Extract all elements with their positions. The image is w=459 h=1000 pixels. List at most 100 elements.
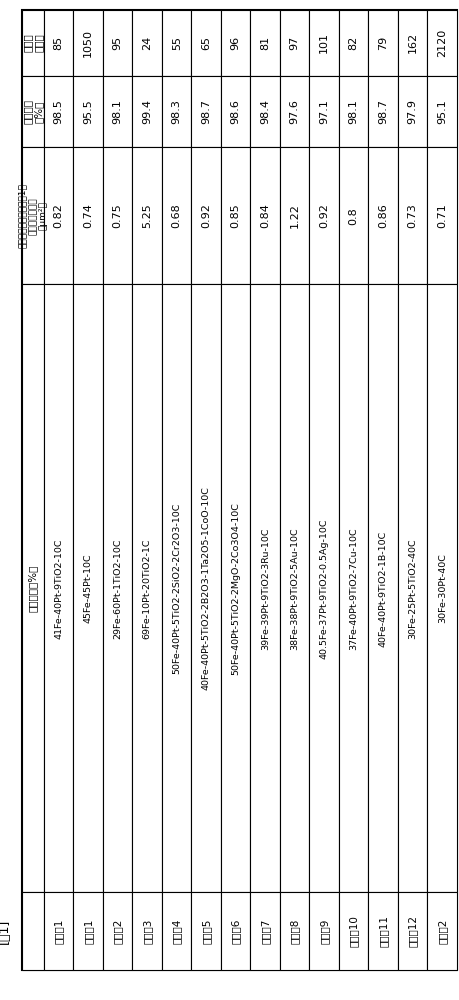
Bar [426, 892, 456, 970]
Bar [132, 147, 162, 284]
Bar [132, 10, 162, 76]
Text: 0.68: 0.68 [171, 203, 181, 228]
Text: 1050: 1050 [83, 29, 93, 57]
Text: 組成（磨尔%）: 組成（磨尔%） [28, 565, 38, 612]
Bar [338, 76, 368, 147]
Text: 0.92: 0.92 [201, 203, 211, 228]
Text: 99.4: 99.4 [142, 99, 152, 124]
Text: 実施例10: 実施例10 [348, 915, 358, 947]
Text: 0.8: 0.8 [348, 207, 358, 225]
Bar [191, 147, 220, 284]
Bar [162, 284, 191, 892]
Text: [表1]: [表1] [0, 919, 11, 944]
Text: 相対密度
（%）: 相対密度 （%） [22, 99, 44, 124]
Text: 実施例3: 実施例3 [142, 919, 152, 944]
Bar [280, 76, 309, 147]
Text: 実施例7: 実施例7 [260, 919, 270, 944]
Text: 粉粒数
（个）: 粉粒数 （个） [22, 33, 44, 52]
Bar [426, 10, 456, 76]
Text: 41Fe-40Pt-9TiO2-10C: 41Fe-40Pt-9TiO2-10C [54, 538, 63, 639]
Text: 合金相以外的部分的每1个
粒子的平均面积
（μm²）: 合金相以外的部分的每1个 粒子的平均面积 （μm²） [18, 183, 48, 248]
Bar [280, 147, 309, 284]
Text: 98.7: 98.7 [201, 99, 211, 124]
Text: 実施例12: 実施例12 [407, 915, 417, 947]
Bar [103, 76, 132, 147]
Bar [309, 284, 338, 892]
Text: 69Fe-10Pt-20TiO2-1C: 69Fe-10Pt-20TiO2-1C [142, 538, 151, 639]
Bar [191, 10, 220, 76]
Text: 0.74: 0.74 [83, 203, 93, 228]
Bar [162, 892, 191, 970]
Text: 実施例2: 実施例2 [112, 919, 123, 944]
Text: 45Fe-45Pt-10C: 45Fe-45Pt-10C [84, 554, 93, 623]
Bar [162, 76, 191, 147]
Bar [220, 284, 250, 892]
Text: 82: 82 [348, 36, 358, 50]
Text: 98.7: 98.7 [377, 99, 387, 124]
Bar [220, 10, 250, 76]
Text: 40Fe-40Pt-5TiO2-2B2O3-1Ta2O5-1CoO-10C: 40Fe-40Pt-5TiO2-2B2O3-1Ta2O5-1CoO-10C [202, 486, 210, 690]
Bar [280, 284, 309, 892]
Text: 37Fe-40Pt-9TiO2-7Cu-10C: 37Fe-40Pt-9TiO2-7Cu-10C [348, 527, 358, 650]
Text: 96: 96 [230, 36, 240, 50]
Text: 55: 55 [171, 36, 181, 50]
Text: 50Fe-40Pt-5TiO2-2MgO-2Co3O4-10C: 50Fe-40Pt-5TiO2-2MgO-2Co3O4-10C [231, 502, 240, 675]
Bar [309, 147, 338, 284]
Text: 39Fe-39Pt-9TiO2-3Ru-10C: 39Fe-39Pt-9TiO2-3Ru-10C [260, 527, 269, 650]
Text: 実施例4: 実施例4 [171, 919, 181, 944]
Text: 98.4: 98.4 [260, 99, 270, 124]
Bar [220, 147, 250, 284]
Bar [250, 147, 280, 284]
Bar [397, 284, 426, 892]
Text: 0.82: 0.82 [54, 203, 64, 228]
Text: 81: 81 [260, 36, 270, 50]
Bar [368, 892, 397, 970]
Text: 0.92: 0.92 [319, 203, 329, 228]
Bar [22, 284, 44, 892]
Text: 97: 97 [289, 36, 299, 50]
Bar [338, 147, 368, 284]
Text: 98.6: 98.6 [230, 99, 240, 124]
Text: 98.5: 98.5 [54, 99, 64, 124]
Text: 実施例6: 実施例6 [230, 919, 240, 944]
Bar [22, 10, 44, 76]
Text: 97.6: 97.6 [289, 99, 299, 124]
Bar [191, 284, 220, 892]
Text: 98.1: 98.1 [348, 99, 358, 124]
Bar [103, 147, 132, 284]
Bar [73, 76, 103, 147]
Text: 実施例11: 実施例11 [377, 915, 387, 947]
Bar [338, 892, 368, 970]
Bar [22, 76, 44, 147]
Text: 95: 95 [112, 36, 123, 50]
Text: 実施例9: 実施例9 [319, 919, 329, 944]
Bar [309, 76, 338, 147]
Bar [397, 892, 426, 970]
Bar [250, 284, 280, 892]
Text: 0.75: 0.75 [112, 203, 123, 228]
Text: 5.25: 5.25 [142, 203, 152, 228]
Bar [191, 76, 220, 147]
Bar [73, 892, 103, 970]
Bar [280, 892, 309, 970]
Bar [250, 892, 280, 970]
Bar [132, 76, 162, 147]
Bar [44, 10, 73, 76]
Bar [73, 284, 103, 892]
Bar [338, 10, 368, 76]
Text: 85: 85 [54, 36, 64, 50]
Bar [44, 892, 73, 970]
Bar [426, 147, 456, 284]
Bar [368, 147, 397, 284]
Text: 98.1: 98.1 [112, 99, 123, 124]
Text: 30Fe-30Pt-40C: 30Fe-30Pt-40C [437, 553, 446, 623]
Text: 40Fe-40Pt-9TiO2-1B-10C: 40Fe-40Pt-9TiO2-1B-10C [378, 530, 387, 647]
Text: 38Fe-38Pt-9TiO2-5Au-10C: 38Fe-38Pt-9TiO2-5Au-10C [290, 527, 299, 650]
Text: 実施例1: 実施例1 [54, 919, 64, 944]
Text: 2120: 2120 [437, 29, 446, 57]
Bar [103, 284, 132, 892]
Text: 29Fe-60Pt-1TiO2-10C: 29Fe-60Pt-1TiO2-10C [113, 538, 122, 639]
Text: 0.84: 0.84 [260, 203, 270, 228]
Text: 98.3: 98.3 [171, 99, 181, 124]
Bar [73, 147, 103, 284]
